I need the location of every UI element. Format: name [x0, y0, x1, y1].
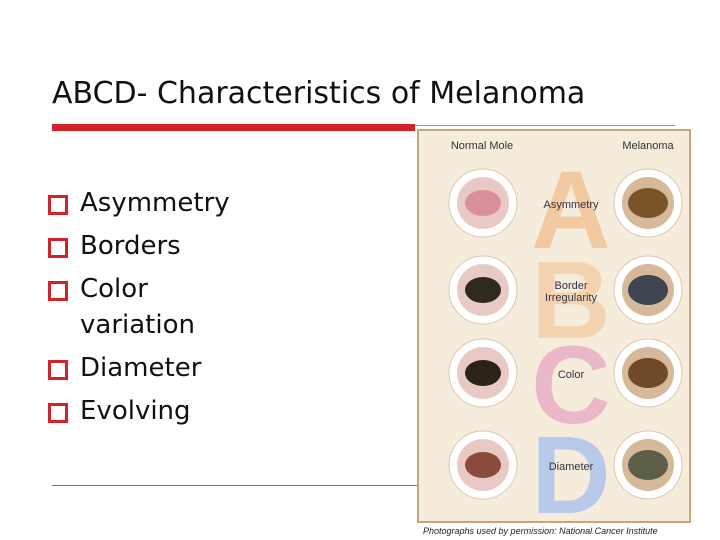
column-header: Melanoma — [622, 140, 674, 152]
row-label: Diameter — [549, 461, 594, 473]
normal-mole-spot — [465, 190, 501, 216]
slide-title: ABCD- Characteristics of Melanoma — [52, 76, 586, 111]
bullet: Borders — [46, 228, 265, 264]
bullet: Color variation — [46, 271, 265, 343]
bullet-marker — [48, 360, 68, 380]
big-letter: C — [531, 324, 610, 447]
melanoma-spot — [628, 450, 668, 480]
bullet-list: Asymmetry Borders Color variation Diameter E… — [46, 185, 265, 436]
column-header: Normal Mole — [451, 140, 513, 152]
bullet-text: Evolving — [80, 396, 191, 426]
row-label: Irregularity — [545, 292, 597, 304]
normal-mole-spot — [465, 277, 501, 303]
title-rule-gray — [415, 125, 675, 126]
normal-mole-spot — [465, 360, 501, 386]
bullet: Evolving — [46, 393, 265, 429]
bullet: Asymmetry — [46, 185, 265, 221]
bullet-marker — [48, 403, 68, 423]
bullet-text: Borders — [80, 231, 181, 261]
title-rule — [52, 124, 415, 131]
row-label: Border — [554, 280, 587, 292]
bullet-text: Asymmetry — [80, 188, 230, 218]
figure-caption: Photographs used by permission: National… — [423, 526, 658, 536]
footer-rule — [52, 485, 420, 486]
melanoma-spot — [628, 358, 668, 388]
big-letter: A — [531, 149, 610, 272]
bullet-marker — [48, 238, 68, 258]
bullet-marker — [48, 195, 68, 215]
melanoma-spot — [628, 275, 668, 305]
bullet-text: Color variation — [80, 274, 195, 340]
normal-mole-spot — [465, 452, 501, 478]
row-label: Asymmetry — [544, 199, 600, 211]
melanoma-spot — [628, 188, 668, 218]
melanoma-figure: ABCD Normal Mole Melanoma Asymmetry BorderIr… — [417, 129, 691, 537]
bullet: Diameter — [46, 350, 265, 386]
row-label: Color — [558, 369, 585, 381]
bullet-marker — [48, 281, 68, 301]
big-letter: B — [531, 239, 610, 362]
big-letter: D — [531, 414, 610, 537]
bullet-text: Diameter — [80, 353, 202, 383]
